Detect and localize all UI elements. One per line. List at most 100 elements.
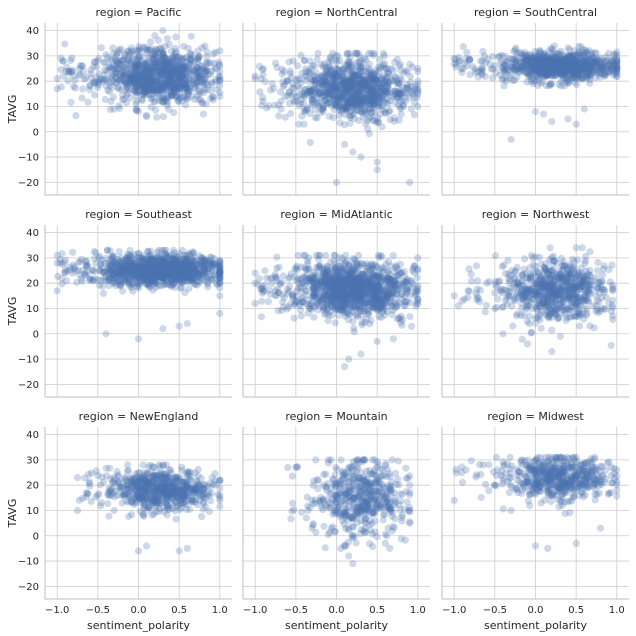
data-point [101,58,109,66]
data-point [143,74,151,82]
data-point [141,66,150,74]
data-point [136,81,145,89]
data-point [160,61,168,69]
data-point [163,55,171,63]
data-point [203,67,211,75]
data-point [123,91,131,99]
data-point [154,90,162,98]
data-point [197,78,205,86]
data-point [63,63,71,71]
data-point [458,68,466,77]
data-point [159,62,167,70]
data-point [131,80,139,88]
data-point [157,55,165,63]
data-point [152,65,160,73]
data-point [141,86,149,94]
data-point [156,93,164,101]
data-point [147,247,155,255]
data-point [174,80,182,88]
data-point [170,54,178,62]
data-point [193,55,202,64]
data-point [171,83,179,92]
data-point [331,319,339,327]
data-point [173,78,181,86]
data-point [209,50,218,58]
data-point [155,86,163,94]
data-point [175,65,183,73]
data-point [142,65,150,74]
data-point [334,100,342,108]
data-point [104,86,112,94]
data-point [158,66,166,74]
data-point [159,80,167,88]
data-point [147,44,155,53]
data-point [148,94,156,102]
data-point [151,31,159,40]
data-point [147,82,155,90]
data-point [127,75,135,83]
data-point [378,253,386,261]
data-point [370,101,378,109]
y-tick-label: 30 [26,253,39,264]
data-point [109,49,118,58]
y-tick-label: 30 [26,51,39,62]
data-point [166,76,174,84]
data-point [152,49,160,57]
data-point [164,74,172,82]
data-point [216,92,224,100]
data-point [114,60,122,68]
data-point [138,65,146,73]
data-point [152,46,160,54]
data-point [87,74,96,82]
data-point [128,67,136,75]
data-point [613,57,621,65]
data-point [127,73,135,81]
data-point [130,56,138,64]
data-point [164,75,172,83]
data-point [156,67,164,75]
data-point [155,86,163,95]
data-point [159,113,167,121]
data-point [133,62,141,70]
data-point [151,58,159,67]
data-point [172,73,180,81]
data-point [132,76,140,84]
data-point [171,64,179,72]
data-point [142,60,150,68]
data-point [159,325,167,333]
data-point [95,54,103,63]
data-point [128,56,136,64]
data-point [162,82,170,90]
data-point [175,98,183,106]
data-point [133,55,141,63]
data-point [161,67,169,75]
data-point [153,85,161,93]
data-point [148,71,156,79]
data-point [134,88,142,96]
data-point [188,51,197,59]
data-point [184,268,192,276]
data-point [134,78,142,86]
data-point [181,83,189,91]
data-point [181,63,189,71]
data-point [131,85,139,93]
data-point [122,73,130,81]
data-point [189,62,197,70]
data-point [122,79,130,87]
data-point [203,81,212,89]
data-point [162,71,170,79]
data-point [284,77,292,85]
data-point [147,86,155,94]
data-point [156,63,164,71]
data-point [414,77,422,85]
data-point [112,56,120,64]
data-point [215,72,223,81]
data-point [114,48,123,56]
data-point [184,61,192,69]
data-point [149,78,157,86]
data-point [124,78,132,86]
data-point [133,69,141,77]
data-point [175,70,183,78]
data-point [159,92,167,100]
